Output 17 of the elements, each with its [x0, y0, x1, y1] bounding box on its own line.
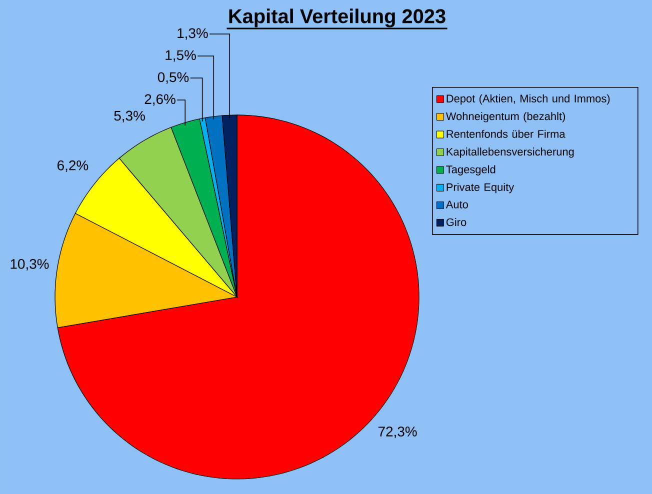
data-label: 5,3%	[114, 110, 145, 122]
legend-label: Giro	[446, 218, 466, 226]
chart-title: Kapital Verteilung 2023	[229, 8, 446, 28]
data-label: 1,3%	[178, 28, 208, 40]
data-label: 72,3%	[378, 426, 417, 438]
legend-label: Tagesgeld	[446, 165, 496, 176]
legend-label: Kapitallebensversicherung	[446, 148, 574, 158]
data-label: 6,2%	[58, 160, 88, 172]
legend-label: Wohneigentum (bezahlt)	[446, 112, 565, 122]
data-label: 10,3%	[10, 259, 49, 271]
legend-label: Private Equity	[446, 182, 514, 194]
legend-label: Rentenfonds über Firma	[446, 130, 566, 138]
legend-label: Depot (Aktien, Misch und Immos)	[446, 94, 610, 105]
data-label: 0,5%	[158, 72, 189, 84]
data-label: 1,5%	[166, 50, 196, 62]
data-label: 2,6%	[144, 94, 176, 106]
legend-label: Auto	[446, 200, 468, 208]
